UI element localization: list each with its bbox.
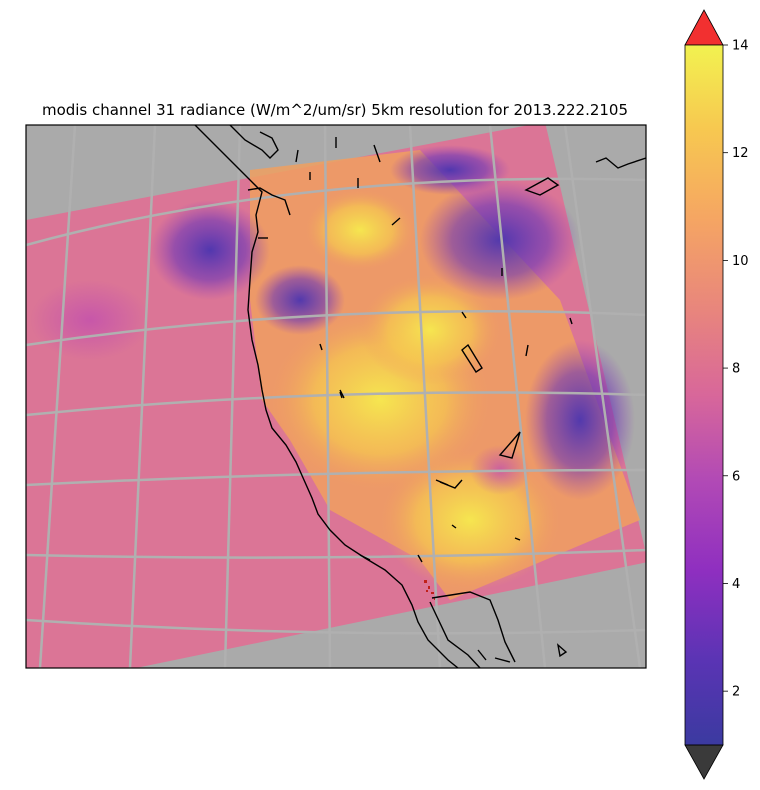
inland-segment [373,144,381,163]
meridian-line [223,125,242,668]
map-border [25,124,647,669]
colorbar-over-arrow [684,9,724,46]
colorbar-ticks: 2 4 6 8 10 12 14 [723,39,749,700]
colorbar-tick-label: 12 [732,146,749,161]
inland-segment [295,149,299,163]
lake-tahoe [339,389,345,399]
coastline-west-coast [194,125,459,668]
coastline-mexico-mainland [431,591,516,663]
mid-region-ocean [30,280,150,360]
coastline-bc-islands [229,125,279,159]
inland-segment [525,344,529,357]
colorbar-tick-label: 4 [732,577,740,592]
colorbar-tick-label: 6 [732,469,740,484]
coastlines [194,125,646,668]
colorbar: 2 4 6 8 10 12 14 [684,9,749,780]
cold-cloud-northwest [150,200,270,300]
meridian-line [408,125,442,668]
coastline-puget [247,187,291,216]
coast-ne-corner [595,157,646,169]
parallel-line [26,310,646,347]
coastline-gulf-california [429,601,481,668]
colorbar-gradient [685,45,723,745]
colorbar-under-arrow [684,744,724,780]
inland-segment [417,554,423,563]
meridian-line [128,125,157,668]
colorbar-tick-label: 8 [732,362,740,377]
parallel-line [26,468,646,487]
inland-segment [461,311,467,319]
colorbar-tick-label: 10 [732,254,749,269]
map-title: modis channel 31 radiance (W/m^2/um/sr) … [42,101,628,119]
parallel-line [26,618,646,635]
inland-segment [391,217,401,226]
inland-segment [435,479,449,486]
map-panel [26,125,646,668]
meridian-line [38,125,77,668]
inland-segment [494,657,511,663]
utah-lake-marker [498,431,521,459]
inland-segment [514,537,521,541]
parallel-line [26,548,646,559]
graticule [26,125,646,668]
hudson-coast-ne [524,177,560,196]
cold-cloud-idaho [255,265,345,335]
colorbar-tick-label: 2 [732,685,740,700]
parallel-line [26,391,646,417]
inland-segment [569,317,573,325]
inland-segment [339,391,343,399]
inland-segment [319,343,323,351]
meridian-line [488,125,547,668]
cold-cloud-northeast [420,180,580,300]
colorbar-tick-label: 14 [732,39,749,54]
inland-segment [359,554,371,561]
meridian-line [323,125,332,668]
colorbar-frame [684,44,724,746]
great-salt-lake [461,343,483,373]
warm-region-oregon [305,190,415,270]
meridian-line [563,125,642,668]
cold-cloud-east [525,340,635,500]
warm-region-nevada [360,275,500,385]
inland-segment [556,643,568,658]
inland-segment [477,649,487,661]
inland-segment [451,524,457,529]
